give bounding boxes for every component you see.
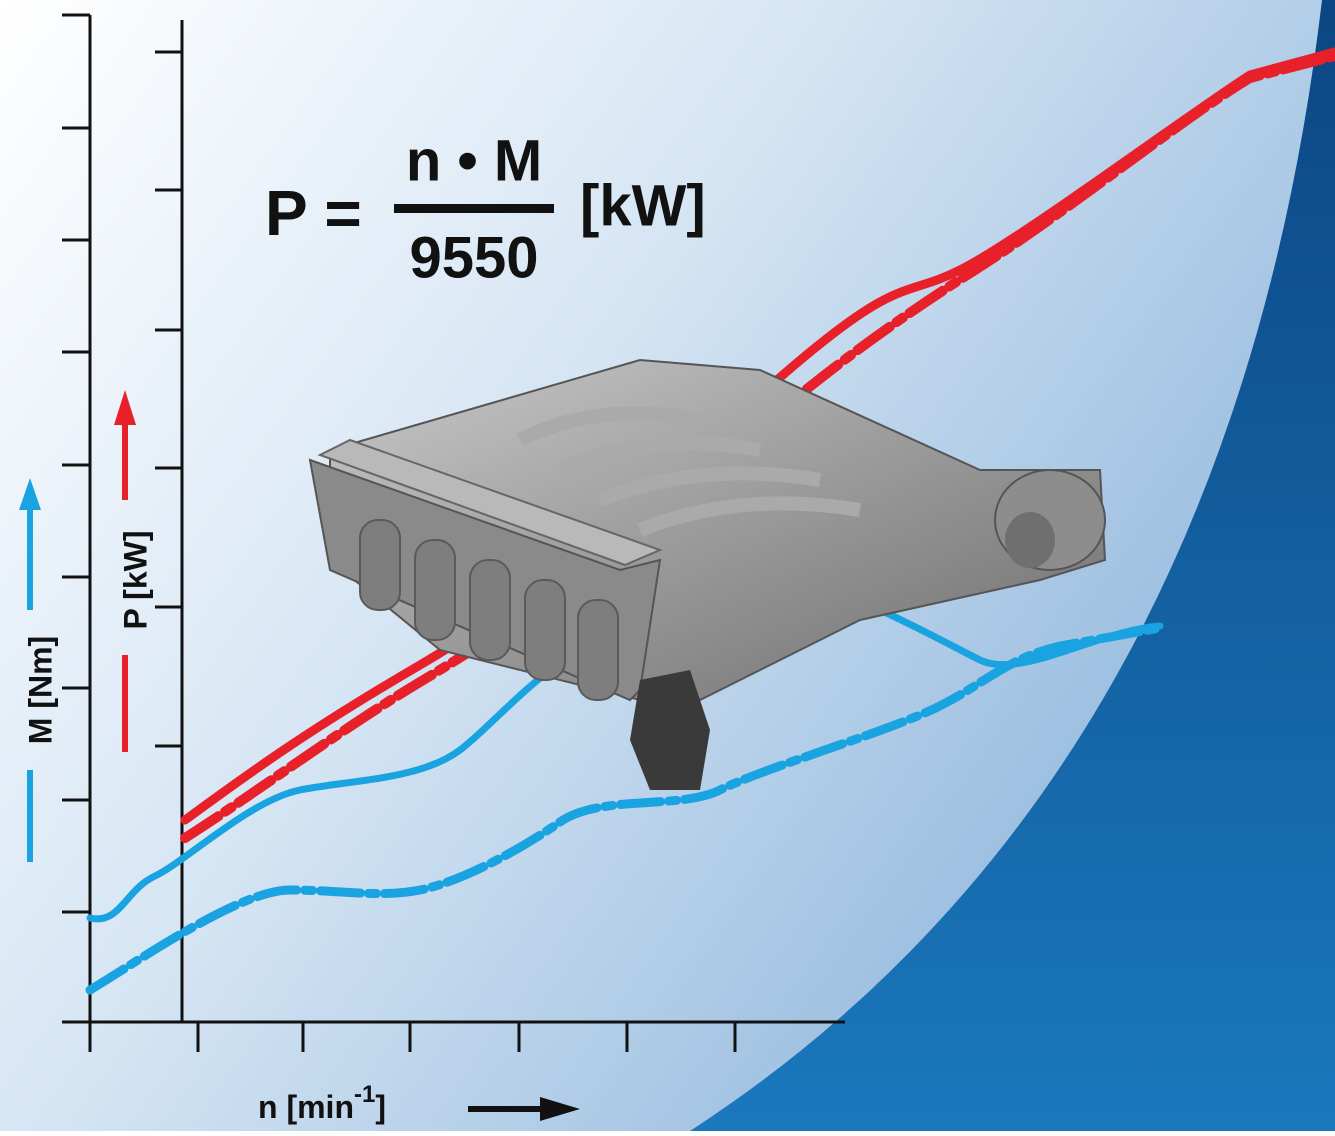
formula-denominator: 9550 [409, 225, 538, 290]
blue-arc [690, 0, 1335, 1131]
formula-unit: [kW] [580, 173, 706, 238]
power-label-group: P [kW] [114, 390, 153, 752]
formula-lhs: P = [265, 177, 362, 249]
torque-axis-label: M [Nm] [22, 636, 58, 744]
speed-label-group: n [min-1] [258, 1081, 580, 1125]
speed-label-close: ] [375, 1089, 386, 1125]
formula-numerator: n • M [406, 128, 542, 193]
speed-label-text: n [min [258, 1089, 354, 1125]
intake-manifold [308, 358, 1107, 790]
speed-axis-label: n [min-1] [258, 1081, 386, 1125]
formula: P = n • M 9550 [kW] [265, 128, 706, 290]
torque-label-group: M [Nm] [19, 478, 58, 862]
fraction-bar [394, 204, 554, 213]
speed-label-exponent: -1 [354, 1081, 375, 1108]
power-axis-label: P [kW] [117, 531, 153, 630]
